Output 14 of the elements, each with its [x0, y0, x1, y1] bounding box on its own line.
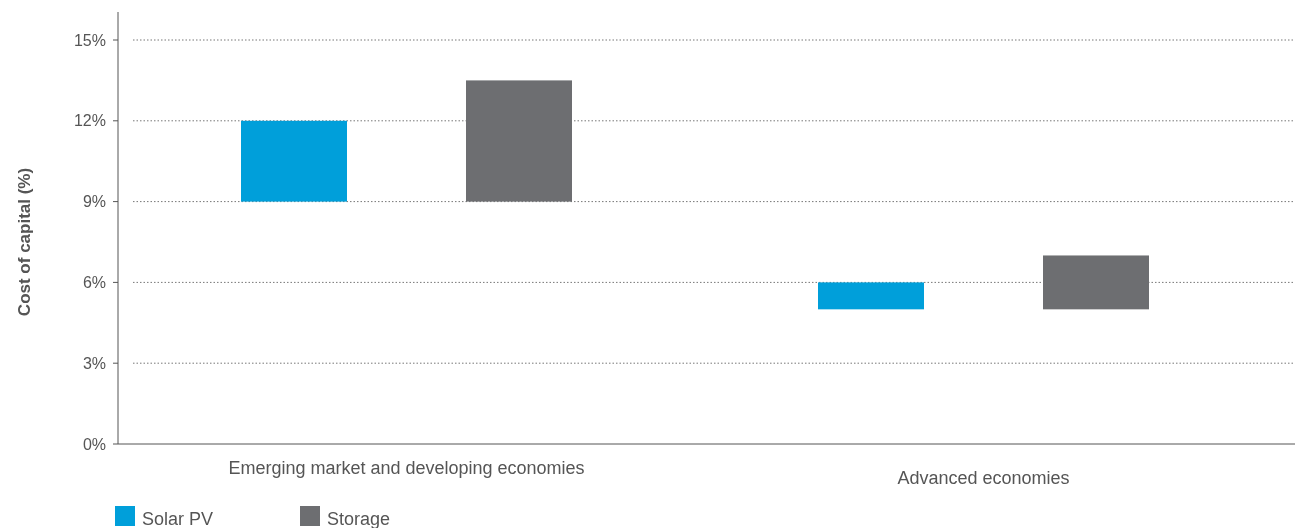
- bar: [466, 80, 572, 202]
- legend-label: Storage: [327, 509, 391, 528]
- y-tick-label: 3%: [82, 354, 106, 372]
- x-tick-label: Advanced economies: [897, 468, 1070, 488]
- bar: [241, 120, 347, 202]
- y-tick-label: 12%: [73, 112, 106, 130]
- legend-label: Solar PV: [142, 509, 214, 528]
- bar: [818, 282, 924, 310]
- y-tick-label: 6%: [82, 274, 106, 291]
- y-axis-title: Cost of capital (%): [15, 167, 34, 317]
- y-tick-label: 9%: [82, 193, 106, 211]
- x-tick-label: Emerging market and developing economies: [228, 458, 585, 478]
- y-tick-label: 15%: [73, 31, 106, 49]
- y-tick-label: 0%: [82, 435, 106, 453]
